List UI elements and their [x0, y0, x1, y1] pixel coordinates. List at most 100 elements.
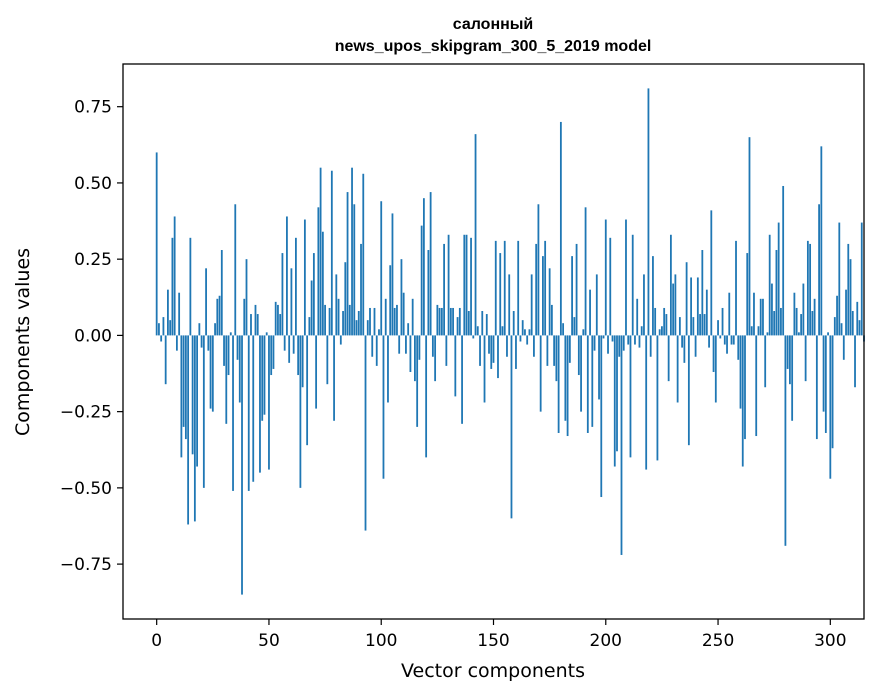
bar	[802, 283, 805, 336]
bar	[465, 234, 468, 336]
bar	[337, 298, 340, 336]
bar	[739, 335, 742, 409]
bar	[387, 335, 389, 403]
bar	[732, 335, 735, 345]
bar	[647, 88, 650, 336]
bar	[667, 335, 670, 382]
bar	[472, 335, 475, 339]
bar	[555, 335, 558, 382]
bar	[604, 219, 607, 336]
bar	[815, 335, 818, 440]
bar	[369, 307, 371, 336]
bar	[860, 222, 863, 336]
bar	[634, 335, 636, 345]
bar	[283, 335, 286, 351]
bar	[380, 201, 383, 336]
bar	[306, 335, 309, 446]
bar	[501, 326, 504, 336]
bar	[687, 335, 690, 446]
bar	[301, 335, 304, 388]
bar	[182, 335, 185, 427]
bar	[546, 335, 549, 366]
bar	[324, 304, 326, 336]
bar	[470, 237, 472, 336]
bar	[497, 335, 499, 379]
bar	[328, 307, 331, 336]
x-tick-label: 150	[477, 631, 509, 651]
bar	[371, 335, 374, 357]
bar	[243, 298, 246, 336]
bar	[559, 121, 562, 336]
bar	[384, 298, 387, 336]
bar	[806, 240, 809, 336]
bar	[719, 335, 722, 339]
bar	[663, 307, 666, 336]
x-axis-ticks: 0 50 100 150 200 250 300	[151, 619, 847, 651]
bar	[550, 304, 553, 336]
bar	[200, 335, 203, 348]
bar	[375, 335, 378, 366]
chart-subtitle: news_upos_skipgram_300_5_2019 model	[335, 38, 652, 55]
bar	[847, 243, 850, 336]
bar	[351, 167, 353, 336]
bar	[521, 320, 524, 336]
bar	[180, 335, 183, 458]
bar	[517, 240, 520, 336]
bar	[701, 250, 704, 336]
bar	[171, 237, 174, 336]
bar	[589, 289, 591, 336]
bar	[330, 170, 333, 336]
bar	[577, 335, 580, 376]
bar	[730, 335, 733, 345]
bar	[299, 335, 302, 488]
bar	[431, 335, 434, 357]
bar	[207, 335, 210, 351]
bar	[728, 292, 731, 336]
bar	[463, 234, 466, 336]
bar	[317, 207, 320, 336]
bar	[290, 268, 293, 336]
bar	[254, 304, 257, 336]
bar	[193, 335, 196, 522]
bar	[247, 335, 250, 491]
bar	[840, 323, 843, 336]
bar	[418, 335, 421, 360]
y-tick-label: 0.25	[74, 250, 112, 270]
bar	[225, 335, 228, 424]
bar	[382, 335, 385, 479]
bar	[593, 335, 596, 351]
bar	[582, 329, 585, 336]
bar	[378, 329, 380, 336]
bar	[443, 243, 445, 336]
bar	[512, 311, 515, 336]
bar	[272, 335, 275, 369]
bar	[831, 335, 834, 449]
bar	[366, 320, 369, 336]
bar	[155, 152, 158, 336]
bar	[414, 335, 416, 382]
bar	[741, 335, 744, 467]
bar	[277, 304, 279, 336]
bar	[851, 311, 854, 336]
bar	[440, 307, 443, 336]
bar	[458, 307, 461, 336]
bar	[822, 335, 825, 412]
bar	[849, 259, 852, 336]
bar	[764, 335, 767, 388]
bar	[678, 317, 681, 336]
bar	[602, 335, 605, 339]
bar	[205, 268, 207, 336]
bar	[771, 283, 773, 336]
bar	[766, 332, 769, 336]
bar	[499, 253, 502, 336]
bar	[535, 243, 538, 336]
bar	[398, 335, 401, 354]
bar	[542, 256, 544, 336]
bar	[411, 298, 414, 336]
bar	[391, 213, 394, 336]
bar	[746, 253, 749, 336]
bar	[481, 311, 484, 336]
bar	[748, 137, 751, 336]
bar	[232, 335, 234, 491]
